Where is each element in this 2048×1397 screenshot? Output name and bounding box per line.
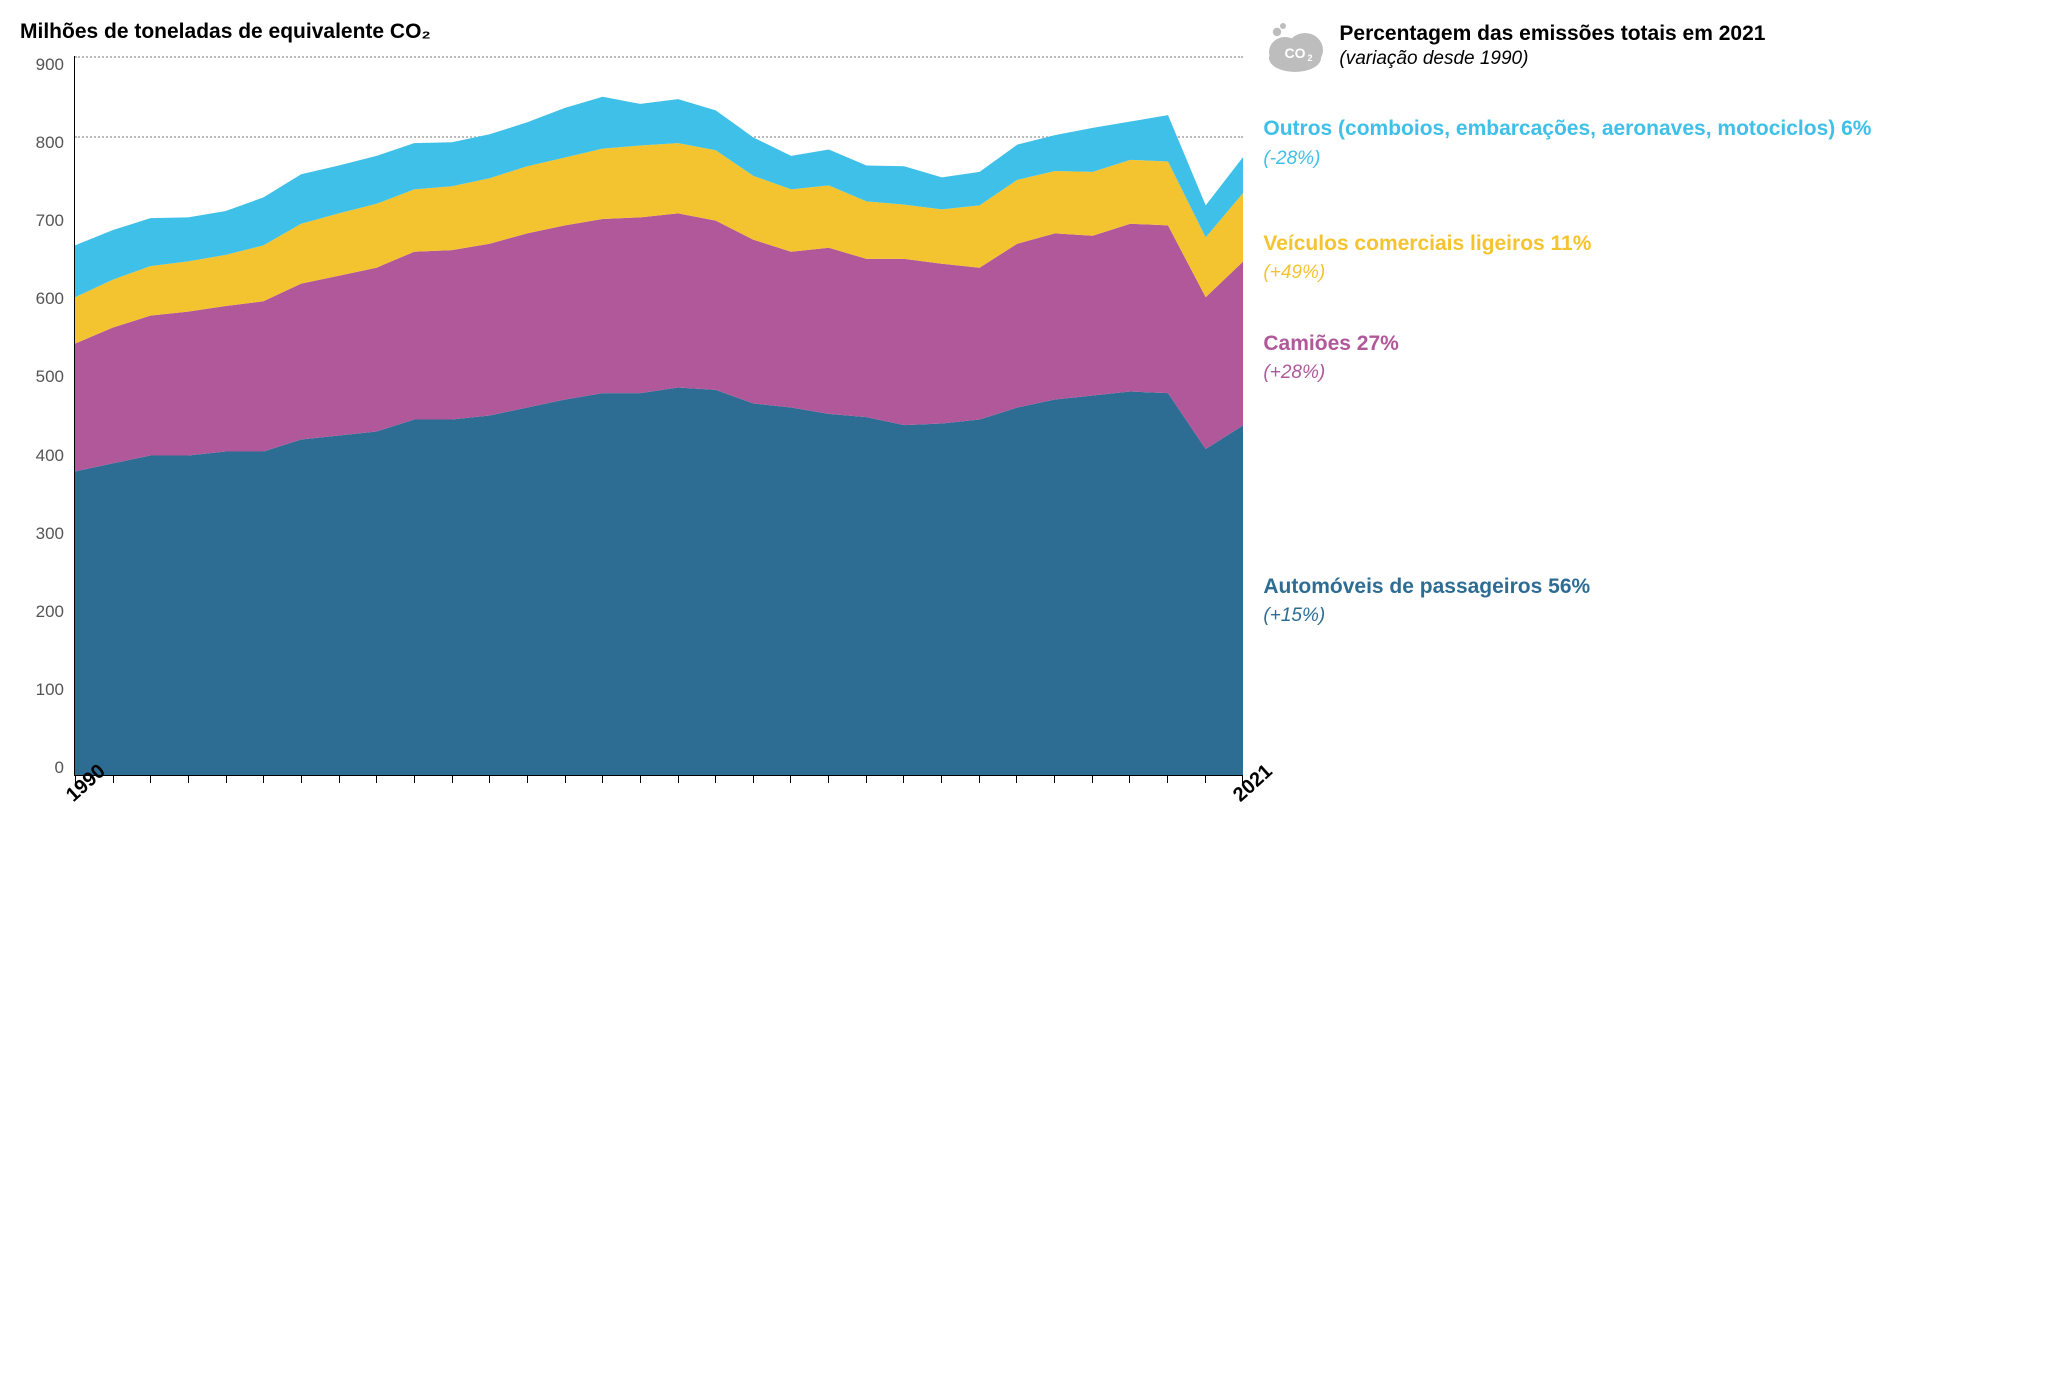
chart-container: Milhões de toneladas de equivalente CO₂ …: [20, 20, 2028, 816]
legend-item-variation: (+28%): [1263, 360, 1398, 386]
legend-header-text: Percentagem das emissões totais em 2021 …: [1339, 20, 1765, 72]
y-tick-label: 600: [36, 290, 64, 307]
stacked-area-svg: [75, 56, 1243, 775]
svg-text:2: 2: [1308, 53, 1313, 63]
y-tick-label: 200: [36, 603, 64, 620]
legend-item-cars: Automóveis de passageiros 56%(+15%): [1263, 573, 1590, 629]
chart-title: Milhões de toneladas de equivalente CO₂: [20, 20, 1243, 44]
legend-item-trucks: Camiões 27%(+28%): [1263, 330, 1398, 386]
legend-item-name: Veículos comerciais ligeiros 11%: [1263, 230, 1591, 258]
legend-item-others: Outros (comboios, embarcações, aeronaves…: [1263, 115, 1871, 171]
y-tick-label: 700: [36, 212, 64, 229]
y-tick-label: 300: [36, 525, 64, 542]
legend-item-name: Camiões 27%: [1263, 330, 1398, 358]
y-tick-label: 500: [36, 368, 64, 385]
legend-header: CO 2 Percentagem das emissões totais em …: [1263, 20, 2028, 77]
legend-item-name: Automóveis de passageiros 56%: [1263, 573, 1590, 601]
plot-area: [74, 56, 1243, 776]
y-tick-label: 100: [36, 681, 64, 698]
legend-items: Outros (comboios, embarcações, aeronaves…: [1263, 101, 2028, 816]
chart-column: Milhões de toneladas de equivalente CO₂ …: [20, 20, 1243, 816]
legend-item-variation: (+49%): [1263, 260, 1591, 286]
chart-wrap: 900 800 700 600 500 400 300 200 100 0: [20, 56, 1243, 776]
legend-item-variation: (-28%): [1263, 146, 1871, 172]
svg-text:CO: CO: [1285, 45, 1306, 61]
legend-title: Percentagem das emissões totais em 2021: [1339, 20, 1765, 47]
y-tick-label: 0: [55, 759, 64, 776]
legend-subtitle: (variação desde 1990): [1339, 47, 1765, 72]
y-tick-label: 800: [36, 134, 64, 151]
legend-item-vans: Veículos comerciais ligeiros 11%(+49%): [1263, 230, 1591, 286]
y-tick-label: 900: [36, 56, 64, 73]
legend-item-name: Outros (comboios, embarcações, aeronaves…: [1263, 115, 1871, 143]
y-tick-label: 400: [36, 447, 64, 464]
legend-item-variation: (+15%): [1263, 603, 1590, 629]
y-axis: 900 800 700 600 500 400 300 200 100 0: [20, 56, 74, 776]
x-axis-labels: 19902021: [74, 776, 1243, 816]
legend-column: CO 2 Percentagem das emissões totais em …: [1263, 20, 2028, 816]
co2-cloud-icon: CO 2: [1263, 20, 1327, 77]
